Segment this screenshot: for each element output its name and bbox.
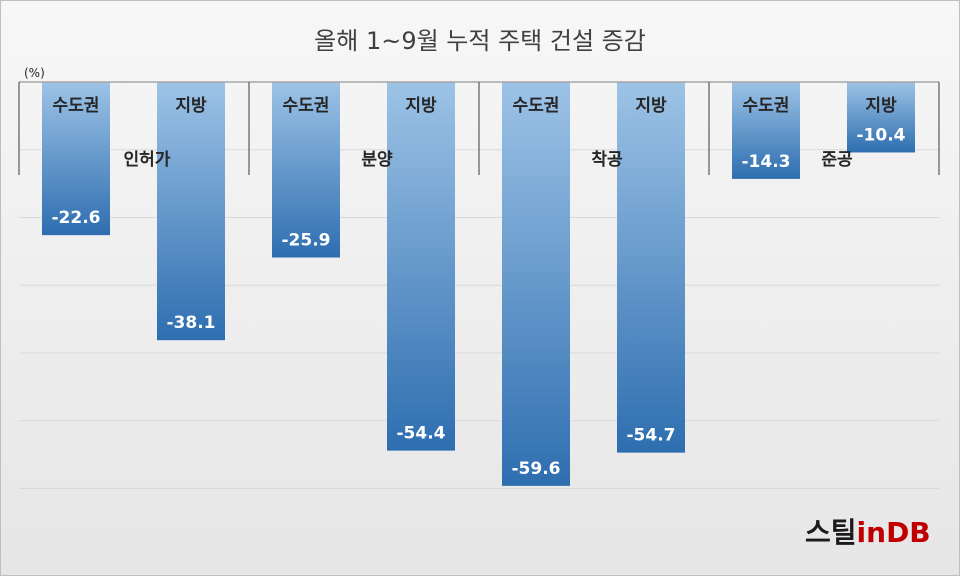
- value-label: -38.1: [167, 313, 216, 333]
- value-label: -22.6: [52, 208, 101, 228]
- category-label: 착공: [591, 150, 623, 170]
- logo: 스틸inDB: [805, 516, 931, 549]
- labels: 수도권 -22.6 지방 -38.1 인허가 수도권 -25.9 지방 -54.4 분양 수도권 -5…: [52, 96, 906, 479]
- bar-지방-착공: [617, 82, 685, 453]
- series-label: 수도권: [513, 96, 560, 116]
- series-label: 수도권: [283, 96, 330, 116]
- logo-text-main: 스틸: [805, 516, 857, 549]
- series-label: 지방: [865, 96, 897, 116]
- value-label: -54.7: [627, 426, 676, 446]
- bar-수도권-인허가: [42, 82, 110, 236]
- value-label: -59.6: [512, 459, 561, 479]
- bar-수도권-준공: [732, 82, 800, 179]
- unit-label: (%): [24, 66, 45, 80]
- series-label: 지방: [635, 96, 667, 116]
- bars: [42, 82, 915, 486]
- value-label: -14.3: [742, 152, 791, 172]
- chart-title: 올해 1~9월 누적 주택 건설 증감: [314, 27, 646, 55]
- category-label: 분양: [361, 150, 393, 170]
- series-label: 지방: [175, 96, 207, 116]
- bar-지방-준공: [847, 82, 915, 153]
- series-label: 수도권: [53, 96, 100, 116]
- value-label: -25.9: [282, 230, 331, 250]
- value-label: -54.4: [397, 424, 446, 444]
- category-label: 인허가: [124, 150, 171, 170]
- svg-text:스틸inDB: 스틸inDB: [805, 516, 931, 549]
- bar-지방-인허가: [157, 82, 225, 341]
- bar-지방-분양: [387, 82, 455, 451]
- bar-수도권-착공: [502, 82, 570, 486]
- axis: [18, 81, 940, 175]
- category-label: 준공: [821, 150, 853, 170]
- value-label: -10.4: [857, 125, 906, 145]
- logo-text-db: DB: [886, 516, 931, 549]
- logo-text-in: in: [857, 516, 887, 549]
- bar-수도권-분양: [272, 82, 340, 258]
- series-label: 지방: [405, 96, 437, 116]
- series-label: 수도권: [743, 96, 790, 116]
